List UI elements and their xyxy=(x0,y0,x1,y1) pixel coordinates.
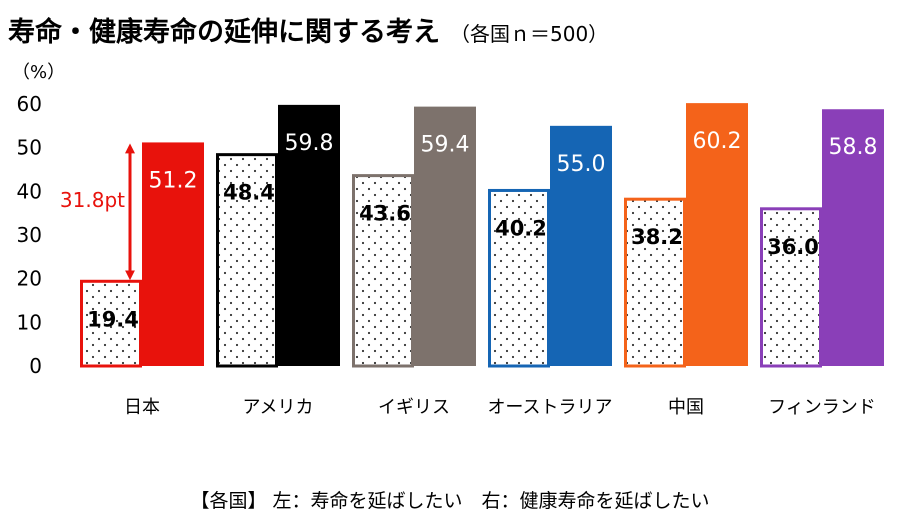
category-label: アメリカ xyxy=(242,397,313,418)
y-tick-label: 20 xyxy=(17,267,42,291)
difference-label: 31.8pt xyxy=(60,188,125,212)
chart-title: 寿命・健康寿命の延伸に関する考え xyxy=(8,17,440,48)
y-tick-label: 50 xyxy=(17,136,42,160)
bar-healthy-lifespan xyxy=(414,106,476,367)
bar-healthy-lifespan xyxy=(686,103,748,367)
bar-lifespan xyxy=(216,153,278,368)
bar-healthy-lifespan xyxy=(278,104,340,366)
y-tick-label: 60 xyxy=(17,92,42,116)
difference-annotation: 31.8pt xyxy=(60,143,135,281)
value-label-healthy-lifespan: 59.8 xyxy=(285,131,334,156)
y-tick-label: 40 xyxy=(17,179,42,203)
bars-group xyxy=(80,103,884,368)
category-label: 中国 xyxy=(668,397,704,418)
bar-lifespan xyxy=(760,207,822,368)
category-labels-group: 日本 アメリカ イギリス オーストラリア 中国 フィンランド xyxy=(124,397,876,418)
legend-footnote: 【各国】 左：寿命を延ばしたい 右：健康寿命を延ばしたい xyxy=(190,490,710,512)
category-label: オーストラリア xyxy=(487,397,612,418)
value-label-lifespan: 36.0 xyxy=(767,235,819,259)
title-row: 寿命・健康寿命の延伸に関する考え （各国ｎ＝500） xyxy=(8,10,608,49)
bar-healthy-lifespan xyxy=(142,142,204,366)
y-unit-label: （%） xyxy=(12,62,65,83)
value-label-lifespan: 38.2 xyxy=(631,225,683,249)
value-label-healthy-lifespan: 58.8 xyxy=(829,135,878,160)
bar-lifespan xyxy=(488,188,550,368)
value-label-lifespan: 19.4 xyxy=(87,307,139,331)
y-tick-label: 0 xyxy=(29,354,42,378)
value-label-healthy-lifespan: 51.2 xyxy=(149,168,198,193)
bar-lifespan xyxy=(80,279,142,368)
y-axis: 0 10 20 30 40 50 60 xyxy=(17,92,42,378)
value-label-healthy-lifespan: 55.0 xyxy=(557,152,606,177)
bar-lifespan xyxy=(352,174,414,368)
value-labels-group: 19.4 51.2 48.4 59.8 43.6 59.4 40.2 55.0 38.2 60.2… xyxy=(87,129,877,331)
value-label-healthy-lifespan: 60.2 xyxy=(693,129,742,154)
bar-healthy-lifespan xyxy=(550,125,612,366)
chart-subtitle: （各国ｎ＝500） xyxy=(450,22,609,46)
category-label: イギリス xyxy=(378,397,450,418)
value-label-lifespan: 40.2 xyxy=(495,216,547,240)
value-label-healthy-lifespan: 59.4 xyxy=(421,133,470,158)
value-label-lifespan: 43.6 xyxy=(359,202,411,226)
bar-lifespan xyxy=(624,197,686,368)
y-tick-label: 30 xyxy=(17,223,42,247)
category-label: フィンランド xyxy=(768,397,876,418)
value-label-lifespan: 48.4 xyxy=(223,181,275,205)
category-label: 日本 xyxy=(124,397,160,418)
y-tick-label: 10 xyxy=(17,310,42,334)
bar-healthy-lifespan xyxy=(822,109,884,367)
